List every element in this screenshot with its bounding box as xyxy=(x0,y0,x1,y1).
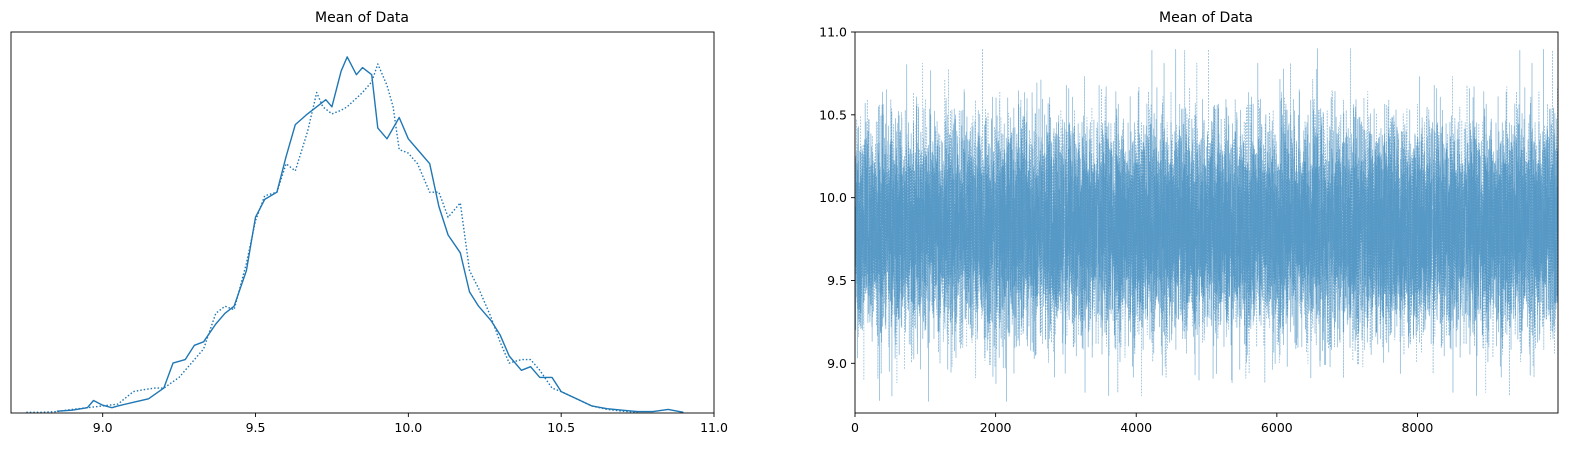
kde-series-solid xyxy=(56,56,684,413)
trace-y-tick-label: 10.0 xyxy=(819,190,847,205)
trace-x-tick-label: 6000 xyxy=(1261,420,1293,435)
kde-x-tick-label: 9.5 xyxy=(246,420,266,435)
trace-y-ticks: 9.0 9.5 10.0 10.5 11.0 xyxy=(819,25,855,371)
trace-x-tick-label: 8000 xyxy=(1402,420,1434,435)
trace-panel: Mean of Data 0 2000 4000 6000 8000 9.0 9.5 10.… xyxy=(819,10,1559,435)
kde-x-tick-label: 9.0 xyxy=(93,420,113,435)
kde-panel: Mean of Data 9.0 9.5 10.0 10.5 11.0 xyxy=(10,10,728,435)
kde-title: Mean of Data xyxy=(315,10,409,26)
trace-x-tick-label: 4000 xyxy=(1120,420,1152,435)
trace-y-tick-label: 10.5 xyxy=(819,107,847,122)
kde-x-tick-label: 11.0 xyxy=(700,420,728,435)
kde-series-dotted xyxy=(26,63,638,413)
kde-x-tick-label: 10.5 xyxy=(547,420,575,435)
trace-x-ticks: 0 2000 4000 6000 8000 xyxy=(851,413,1433,435)
kde-x-ticks: 9.0 9.5 10.0 10.5 11.0 xyxy=(93,413,728,435)
kde-lines xyxy=(26,56,684,413)
kde-axes-frame xyxy=(10,31,715,414)
trace-x-tick-label: 0 xyxy=(851,420,859,435)
trace-y-tick-label: 11.0 xyxy=(819,25,847,40)
trace-x-tick-label: 2000 xyxy=(980,420,1012,435)
trace-lines xyxy=(855,48,1558,402)
trace-title: Mean of Data xyxy=(1159,10,1253,26)
trace-series-dotted xyxy=(855,48,1558,396)
trace-y-tick-label: 9.0 xyxy=(827,356,847,371)
trace-y-tick-label: 9.5 xyxy=(827,273,847,288)
kde-x-tick-label: 10.0 xyxy=(394,420,422,435)
trace-axes-frame xyxy=(854,31,1559,414)
